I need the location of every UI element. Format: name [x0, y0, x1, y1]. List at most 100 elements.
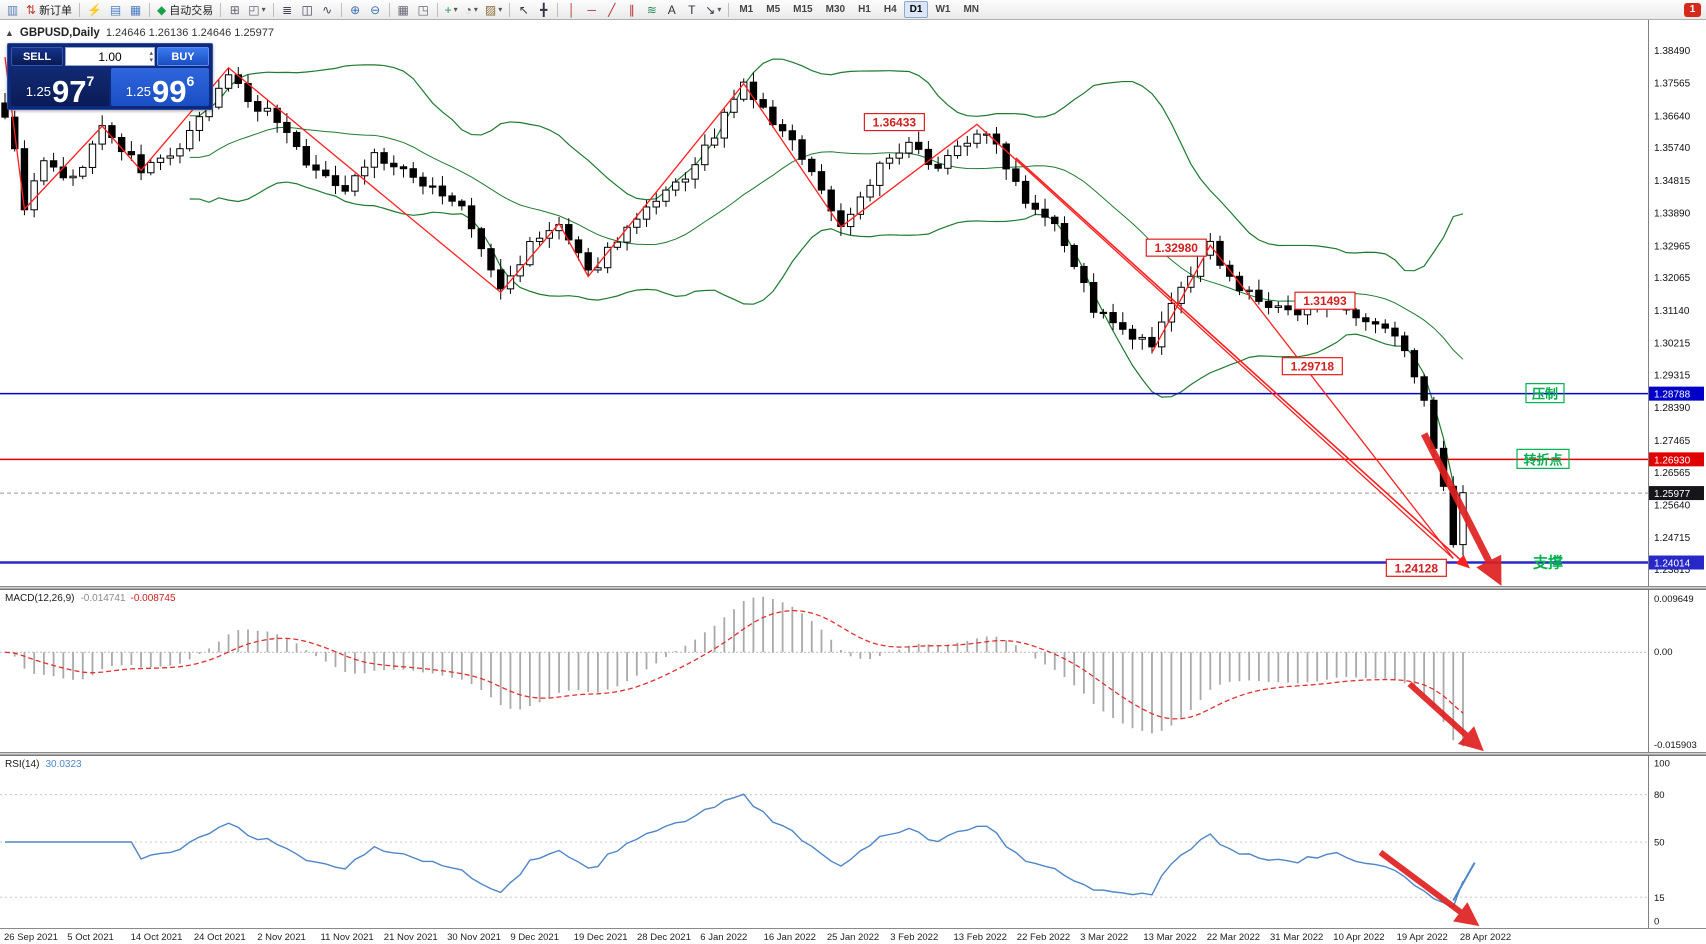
horizontal-line-icon: ─ [587, 2, 597, 17]
arrows-icon[interactable]: ↘ ▾ [702, 1, 724, 18]
trend-arrow-line[interactable] [1015, 157, 1471, 569]
candlestick-chart-icon[interactable]: ◫ [298, 1, 317, 18]
zoom-out-icon[interactable]: ⊖ [366, 1, 385, 18]
timeframe-M1[interactable]: M1 [739, 4, 754, 15]
annotation-text[interactable]: 转折点 [1516, 448, 1570, 469]
rsi-svg[interactable]: 100 80 50 15 0 [0, 756, 1706, 928]
vertical-line-icon[interactable]: │ [562, 1, 581, 18]
price-badge: 1.24014 [1649, 555, 1704, 570]
date-label: 21 Nov 2021 [383, 932, 438, 943]
time-axis[interactable]: 26 Sep 2021 5 Oct 2021 14 Oct 2021 24 Oct 2… [0, 928, 1706, 944]
buy-button[interactable]: BUY [157, 47, 209, 66]
price-badge: 1.25977 [1649, 486, 1704, 501]
vertical-line-icon: │ [568, 2, 576, 17]
timeframe-M5[interactable]: M5 [766, 4, 781, 15]
price-scale[interactable]: 1.38490 1.37565 1.36640 1.35740 1.34815 1.338… [1648, 20, 1706, 586]
down-arrow-main[interactable] [1421, 432, 1502, 586]
volume-down-icon[interactable]: ▾ [149, 56, 153, 64]
bar-chart-icon[interactable]: ≣ [278, 1, 297, 18]
periods-icon[interactable]: ◔ ▾ [462, 1, 481, 18]
macd-svg[interactable]: 0.009649 0.00 -0.015903 [0, 590, 1706, 752]
timeframe-D1[interactable]: D1 [903, 1, 929, 18]
macd-panel[interactable]: 0.009649 0.00 -0.015903 MACD(12,26,9) -0.01… [0, 590, 1706, 752]
volume-input[interactable]: 1.00 ▴ ▾ [65, 47, 155, 66]
profiles-icon[interactable]: ◰ ▾ [245, 1, 268, 18]
swing-price-label[interactable]: 1.31493 [1294, 291, 1356, 310]
horizontal-line-icon[interactable]: ─ [582, 1, 601, 18]
chart-workspace: 1.36433 1.32980 1.31493 1.29718 1.24128 压制转折点… [0, 20, 1706, 944]
macd-value-main: -0.014741 [80, 593, 126, 604]
chevron-down-icon: ▾ [261, 5, 266, 14]
volume-up-icon[interactable]: ▴ [149, 49, 153, 57]
crosshair-icon[interactable]: ╋ [534, 1, 553, 18]
timeframe-M15[interactable]: M15 [793, 4, 813, 15]
down-arrow-rsi[interactable] [1378, 849, 1480, 927]
svg-text:1.25977: 1.25977 [1654, 489, 1691, 500]
panel-divider[interactable] [0, 752, 1706, 756]
cascade-windows-icon[interactable]: ◳ [414, 1, 433, 18]
rsi-mini-line[interactable] [1452, 862, 1476, 901]
charts-icon[interactable]: ▥ [3, 1, 22, 18]
cascade-windows-icon: ◳ [417, 2, 429, 17]
text-icon[interactable]: A [662, 1, 681, 18]
date-label: 3 Mar 2022 [1080, 932, 1129, 943]
swing-price-label[interactable]: 1.24128 [1385, 558, 1447, 577]
swing-price-label[interactable]: 1.32980 [1145, 238, 1207, 257]
price-chart-panel[interactable]: 1.36433 1.32980 1.31493 1.29718 1.24128 压制转折点… [0, 20, 1706, 586]
svg-text:80: 80 [1654, 790, 1665, 801]
bollinger-bands [189, 58, 1464, 506]
svg-text:压制: 压制 [1532, 387, 1558, 402]
candles [1, 67, 1467, 556]
rsi-panel[interactable]: 100 80 50 15 0 RSI(14) 30.0323 [0, 756, 1706, 928]
svg-text:1.35740: 1.35740 [1654, 143, 1691, 154]
buy-price[interactable]: 1.25 99 6 [111, 68, 209, 109]
data-window-icon[interactable]: ▦ [126, 1, 145, 18]
new-order-button[interactable]: ⇅ 新订单 [23, 1, 75, 18]
date-label: 13 Mar 2022 [1143, 932, 1197, 943]
timeframe-MN[interactable]: MN [963, 4, 980, 15]
indicators-icon[interactable]: + ▾ [442, 1, 461, 18]
toolbar-separator [728, 2, 730, 17]
annotation-text[interactable]: 压制 [1525, 383, 1565, 404]
market-watch-icon[interactable]: ▤ [106, 1, 125, 18]
cursor-icon[interactable]: ↖ [514, 1, 533, 18]
svg-text:支撑: 支撑 [1532, 554, 1563, 572]
tile-windows-icon[interactable]: ▦ [394, 1, 413, 18]
templates-icon[interactable]: ▨ ▾ [482, 1, 505, 18]
zoom-out-icon: ⊖ [370, 2, 381, 17]
sell-button[interactable]: SELL [11, 47, 63, 66]
trendline-icon[interactable]: ╱ [602, 1, 621, 18]
panel-divider[interactable] [0, 586, 1706, 590]
svg-text:1.37565: 1.37565 [1654, 79, 1691, 90]
svg-text:1.30215: 1.30215 [1654, 339, 1691, 350]
auto-trading-button[interactable]: ◆ 自动交易 [154, 1, 216, 18]
line-chart-icon[interactable]: ∿ [318, 1, 337, 18]
svg-text:1.31493: 1.31493 [1303, 294, 1347, 308]
buy-price-big: 99 [152, 74, 187, 109]
svg-text:1.32965: 1.32965 [1654, 241, 1691, 252]
swing-price-label[interactable]: 1.36433 [863, 112, 925, 132]
sell-price[interactable]: 1.25 97 7 [11, 68, 109, 107]
zigzag-line-2[interactable] [1151, 244, 1454, 559]
timeframe-W1[interactable]: W1 [935, 4, 951, 15]
label-icon[interactable]: T [682, 1, 701, 18]
down-arrow-macd[interactable] [1407, 681, 1484, 752]
annotation-text[interactable]: 支撑 [1532, 554, 1563, 572]
fibonacci-icon[interactable]: ≋ [642, 1, 661, 18]
timeframe-M30[interactable]: M30 [825, 4, 846, 15]
swing-price-label[interactable]: 1.29718 [1281, 357, 1343, 376]
timeframe-H1[interactable]: H1 [858, 4, 871, 15]
new-chart-icon[interactable]: ⊞ [225, 1, 244, 18]
zoom-in-icon[interactable]: ⊕ [346, 1, 365, 18]
date-label: 14 Oct 2021 [130, 932, 183, 943]
notifications-badge[interactable]: 1 [1684, 2, 1701, 17]
zigzag-line[interactable] [4, 57, 1454, 559]
sound-alert-icon[interactable]: ⚡ [84, 1, 105, 18]
timeframe-H4[interactable]: H4 [883, 4, 897, 15]
volume-spinner: ▴ ▾ [149, 48, 153, 65]
data-window-icon: ▦ [129, 2, 142, 17]
price-chart-svg[interactable]: 1.36433 1.32980 1.31493 1.29718 1.24128 压制转折点… [0, 20, 1706, 586]
channel-icon[interactable]: ∥ [622, 1, 641, 18]
collapse-quote-panel-icon[interactable]: ▲ [5, 28, 14, 38]
svg-text:1.34815: 1.34815 [1654, 176, 1691, 187]
